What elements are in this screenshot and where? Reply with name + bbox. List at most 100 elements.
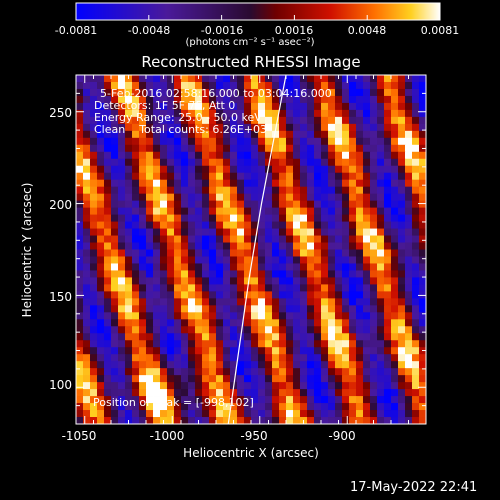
heatmap-cell [188, 298, 196, 306]
heatmap-cell [377, 151, 385, 160]
heatmap-cell [230, 207, 238, 215]
heatmap-cell [160, 291, 168, 299]
heatmap-cell [412, 88, 420, 97]
heatmap-cell [97, 193, 105, 202]
heatmap-cell [90, 228, 98, 236]
heatmap-cell [174, 75, 182, 83]
heatmap-cell [307, 116, 315, 125]
heatmap-cell [209, 235, 217, 243]
heatmap-cell [349, 284, 357, 292]
heatmap-cell [405, 186, 413, 195]
heatmap-cell [139, 102, 147, 111]
heatmap-cell [265, 375, 273, 383]
heatmap-cell [132, 109, 140, 118]
heatmap-cell [97, 179, 105, 188]
heatmap-cell [356, 95, 364, 104]
heatmap-cell [307, 270, 315, 278]
heatmap-cell [279, 75, 287, 83]
heatmap-cell [216, 382, 224, 390]
heatmap-cell [328, 333, 336, 341]
heatmap-cell [419, 137, 427, 146]
heatmap-cell [146, 151, 154, 160]
heatmap-cell [356, 123, 364, 132]
heatmap-cell [153, 221, 161, 229]
heatmap-cell [335, 95, 343, 104]
heatmap-cell [405, 228, 413, 236]
heatmap-cell [356, 109, 364, 118]
heatmap-cell [384, 249, 392, 257]
heatmap-cell [181, 396, 189, 404]
heatmap-cell [125, 116, 133, 125]
heatmap-cell [216, 81, 224, 90]
heatmap-cell [251, 417, 259, 425]
heatmap-cell [237, 228, 245, 236]
heatmap-cell [188, 410, 196, 418]
heatmap-cell [398, 158, 406, 167]
heatmap-cell [111, 95, 119, 104]
heatmap-cell [153, 256, 161, 264]
heatmap-cell [153, 319, 161, 327]
heatmap-cell [391, 389, 399, 397]
heatmap-cell [97, 249, 105, 257]
heatmap-cell [398, 354, 406, 362]
heatmap-cell [125, 298, 133, 306]
heatmap-cell [349, 75, 357, 83]
heatmap-cell [300, 375, 308, 383]
heatmap-cell [314, 354, 322, 362]
heatmap-cell [419, 263, 427, 271]
heatmap-cell [412, 172, 420, 181]
heatmap-cell [363, 207, 371, 215]
heatmap-cell [314, 123, 322, 132]
heatmap-cell [216, 214, 224, 222]
heatmap-cell [237, 88, 245, 97]
heatmap-cell [384, 298, 392, 306]
heatmap-cell [90, 200, 98, 209]
heatmap-cell [83, 214, 91, 222]
heatmap-cell [146, 123, 154, 132]
heatmap-cell [202, 235, 210, 243]
heatmap-cell [118, 158, 126, 167]
heatmap-cell [83, 291, 91, 299]
heatmap-cell [139, 214, 147, 222]
heatmap-cell [153, 333, 161, 341]
heatmap-cell [223, 361, 231, 369]
heatmap-cell [209, 256, 217, 264]
heatmap-cell [132, 333, 140, 341]
heatmap-cell [111, 102, 119, 111]
heatmap-cell [314, 137, 322, 146]
heatmap-cell [356, 340, 364, 348]
heatmap-cell [314, 144, 322, 153]
heatmap-cell [139, 109, 147, 118]
heatmap-cell [314, 130, 322, 139]
heatmap-cell [104, 207, 112, 215]
heatmap-cell [216, 284, 224, 292]
heatmap-cell [314, 389, 322, 397]
heatmap-cell [356, 382, 364, 390]
heatmap-cell [398, 172, 406, 181]
heatmap-cell [279, 284, 287, 292]
heatmap-cell [272, 200, 280, 209]
heatmap-cell [279, 319, 287, 327]
heatmap-cell [335, 347, 343, 355]
heatmap-cell [363, 130, 371, 139]
heatmap-cell [405, 193, 413, 202]
heatmap-cell [391, 214, 399, 222]
heatmap-cell [314, 200, 322, 209]
heatmap-cell [90, 305, 98, 313]
heatmap-cell [181, 375, 189, 383]
heatmap-cell [412, 214, 420, 222]
heatmap-cell [293, 193, 301, 202]
heatmap-cell [111, 270, 119, 278]
heatmap-cell [258, 186, 266, 195]
heatmap-cell [223, 158, 231, 167]
heatmap-cell [111, 200, 119, 209]
heatmap-cell [83, 123, 91, 132]
heatmap-cell [279, 375, 287, 383]
heatmap-cell [216, 144, 224, 153]
heatmap-cell [328, 172, 336, 181]
heatmap-cell [377, 165, 385, 174]
heatmap-cell [265, 368, 273, 376]
heatmap-cell [370, 291, 378, 299]
heatmap-cell [118, 214, 126, 222]
heatmap-cell [167, 375, 175, 383]
